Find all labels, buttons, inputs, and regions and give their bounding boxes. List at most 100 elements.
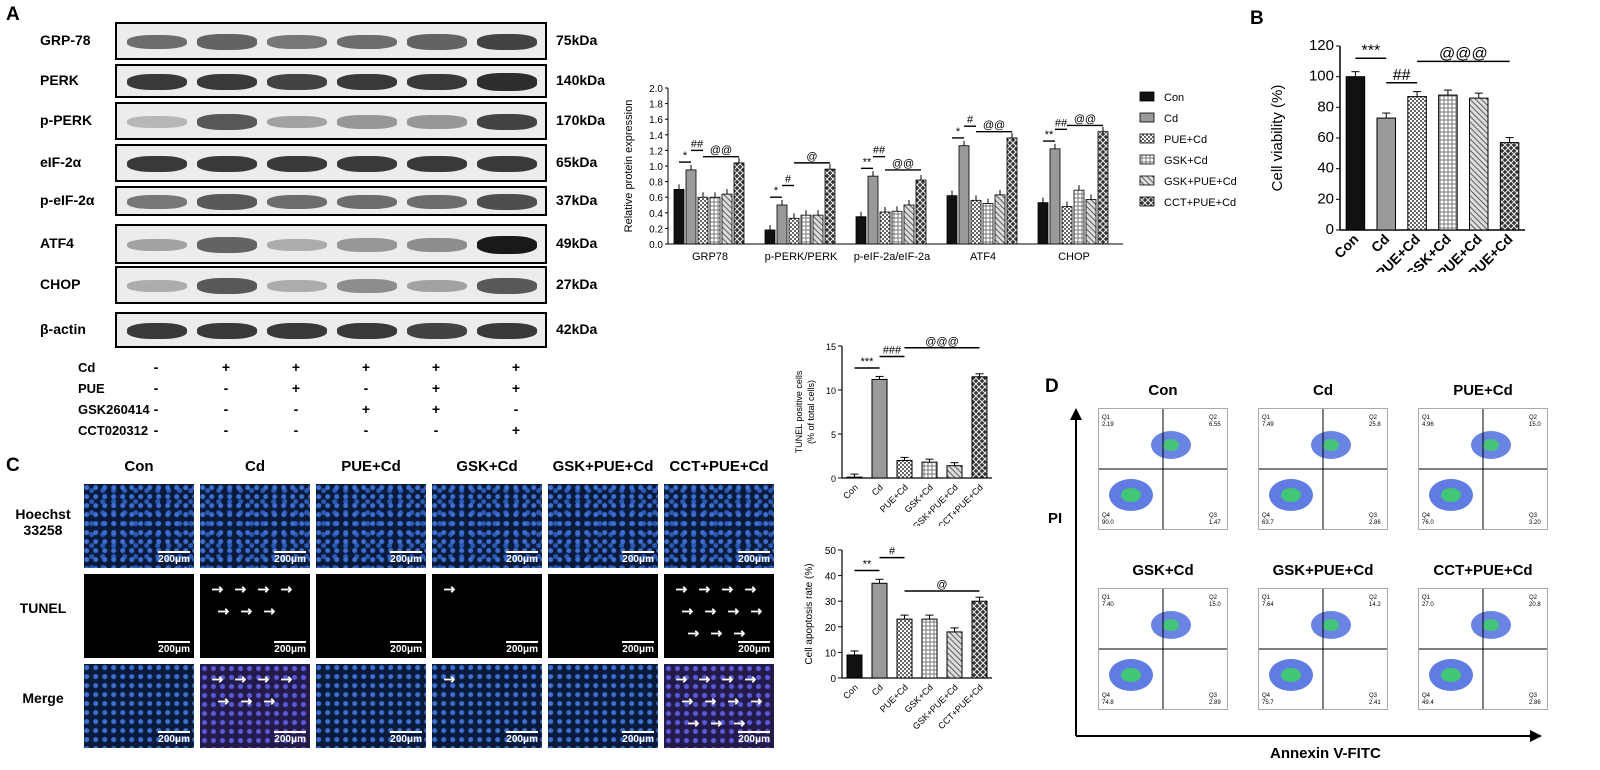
- y-axis-label: Relative protein expression: [623, 100, 635, 233]
- bar: [867, 175, 879, 245]
- blot-band: [337, 34, 397, 50]
- legend-label: GSK+Cd: [1164, 155, 1208, 167]
- arrow-marker: ↗: [208, 579, 228, 599]
- blot-band: [477, 73, 537, 91]
- y-axis-label-2: (% of total cells): [806, 380, 816, 444]
- blot-band: [477, 113, 537, 131]
- significance-mark: *: [683, 150, 688, 162]
- y-axis-label: TUNEL positive cells: [794, 370, 804, 453]
- kda-label: 27kDa: [556, 276, 598, 292]
- significance-mark: *: [774, 185, 779, 197]
- bar: [776, 204, 788, 245]
- treatment-sign: -: [153, 422, 159, 438]
- blot-band: [337, 73, 397, 91]
- y-tick-label: 5: [831, 430, 836, 440]
- q4-value: 75.7: [1262, 700, 1274, 706]
- blot-band: [477, 236, 537, 254]
- bar: [855, 216, 867, 245]
- treatment-sign: -: [153, 380, 159, 396]
- legend-label: GSK+PUE+Cd: [1164, 176, 1237, 188]
- arrow-marker: ↗: [440, 669, 460, 689]
- blot-band: [127, 116, 187, 128]
- y-tick-label: 15: [826, 342, 836, 352]
- y-axis-label: Cell apoptosis rate (%): [804, 563, 815, 664]
- bar: [846, 476, 863, 479]
- significance-mark: @@: [983, 120, 1005, 132]
- bar: [896, 459, 913, 479]
- x-tick-label: Con: [841, 682, 860, 701]
- scale-bar: 200μm: [158, 731, 190, 745]
- arrow-marker: ↗: [254, 669, 274, 689]
- arrow-marker: ↗: [260, 601, 280, 621]
- y-tick-label: 1.4: [649, 131, 663, 142]
- arrow-marker: ↗: [695, 579, 715, 599]
- flow-plot-title: GSK+PUE+Cd: [1272, 562, 1374, 579]
- bar: [982, 203, 994, 245]
- q2-value: 6.55: [1209, 422, 1221, 428]
- bar: [871, 378, 888, 479]
- q1-value: 7.49: [1262, 422, 1274, 428]
- micro-image: 200μm: [664, 484, 774, 568]
- flow-cluster-core: [1483, 619, 1499, 631]
- scale-bar: 200μm: [506, 641, 538, 655]
- arrow-marker: ↗: [231, 579, 251, 599]
- blot-strip: [115, 64, 547, 98]
- bar: [971, 600, 988, 679]
- bar: [879, 211, 891, 245]
- flow-x-arrowhead: [1530, 730, 1542, 742]
- y-tick-label: 30: [825, 597, 837, 608]
- bar: [958, 145, 970, 245]
- flow-plot-title: CCT+PUE+Cd: [1433, 562, 1533, 579]
- q1-value: 27.0: [1422, 602, 1434, 608]
- protein-label: β-actin: [40, 321, 86, 337]
- micro-image: 200μm: [316, 484, 426, 568]
- significance-mark: @@: [892, 158, 914, 170]
- q2-label: Q2: [1209, 595, 1218, 601]
- significance-mark: #: [785, 174, 792, 186]
- arrow-marker: ↗: [678, 691, 698, 711]
- bar: [946, 631, 963, 679]
- bar: [1438, 94, 1458, 231]
- significance-mark: #: [967, 114, 974, 126]
- flow-cluster-core: [1163, 619, 1179, 631]
- q3-value: 2.89: [1209, 700, 1221, 706]
- scale-bar: 200μm: [738, 731, 770, 745]
- arrow-marker: ↗: [208, 669, 228, 689]
- y-tick-label: 1.0: [649, 162, 663, 173]
- y-tick-label: 0.2: [649, 224, 663, 235]
- legend-swatch: [1139, 112, 1155, 123]
- blot-band: [127, 34, 187, 50]
- flow-cluster-core: [1281, 668, 1301, 682]
- bar: [1073, 189, 1085, 245]
- arrow-marker: ↗: [678, 601, 698, 621]
- scale-bar: 200μm: [158, 641, 190, 655]
- flow-y-label: PI: [1048, 510, 1063, 527]
- treatment-sign: -: [433, 422, 439, 438]
- significance-mark: @@: [1074, 113, 1096, 125]
- blot-band: [267, 238, 327, 252]
- bar: [994, 194, 1006, 245]
- flow-cluster-core: [1323, 619, 1339, 631]
- treatment-name: PUE: [78, 381, 105, 396]
- treatment-sign: +: [431, 401, 441, 417]
- kda-label: 37kDa: [556, 192, 598, 208]
- kda-label: 140kDa: [556, 72, 606, 88]
- treatment-sign: +: [361, 401, 371, 417]
- q2-value: 25.8: [1369, 422, 1381, 428]
- x-tick-label: Cd: [870, 682, 885, 697]
- q3-value: 2.86: [1529, 700, 1541, 706]
- arrow-marker: ↗: [214, 601, 234, 621]
- arrow-marker: ↗: [741, 579, 761, 599]
- q2-value: 15.0: [1209, 602, 1221, 608]
- bar: [871, 582, 888, 679]
- kda-label: 42kDa: [556, 321, 598, 337]
- flow-cluster-core: [1323, 439, 1339, 451]
- flow-axes: [1070, 408, 1542, 742]
- blot-band: [127, 279, 187, 293]
- bar: [764, 229, 776, 245]
- micro-row-title: Merge: [22, 690, 64, 706]
- arrow-marker: ↗: [724, 691, 744, 711]
